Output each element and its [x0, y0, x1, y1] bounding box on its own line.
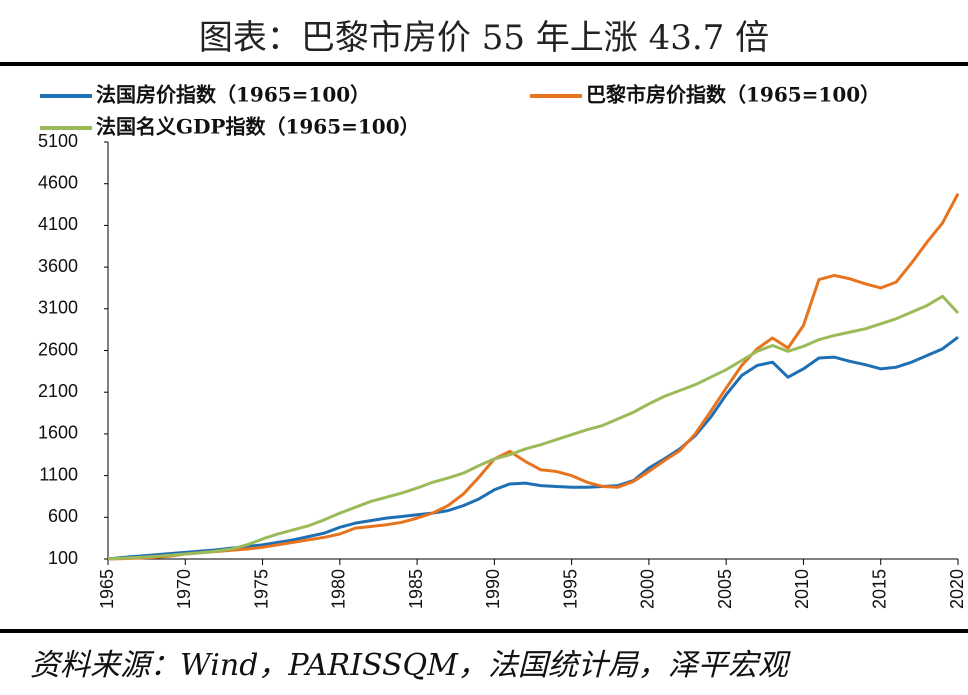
- y-tick-label: 1100: [39, 464, 78, 484]
- y-tick-label: 100: [48, 548, 78, 568]
- x-tick-label: 2015: [869, 569, 889, 609]
- legend-label: 巴黎市房价指数（1965=100）: [586, 83, 880, 107]
- x-tick-label: 1990: [483, 569, 503, 609]
- x-tick-label: 1965: [97, 569, 117, 609]
- x-tick-label: 2010: [792, 569, 812, 609]
- legend-label: 法国名义GDP指数（1965=100）: [96, 115, 420, 139]
- y-tick-label: 1600: [38, 423, 78, 443]
- x-tick-label: 1975: [251, 569, 271, 609]
- x-tick-label: 2005: [715, 569, 735, 609]
- x-tick-label: 1980: [329, 569, 349, 609]
- legend-label: 法国房价指数（1965=100）: [96, 83, 370, 107]
- y-tick-label: 3100: [38, 298, 78, 318]
- series-line: [107, 193, 960, 561]
- x-tick-label: 1985: [406, 569, 426, 609]
- y-tick-label: 3600: [38, 256, 78, 276]
- y-tick-label: 600: [48, 506, 78, 526]
- series-line: [107, 294, 960, 561]
- y-tick-label: 2600: [38, 339, 78, 359]
- source-note: 资料来源：Wind，PARISSQM，法国统计局，泽平宏观: [30, 648, 791, 683]
- y-tick-label: 5100: [38, 131, 78, 151]
- y-tick-label: 4600: [38, 172, 78, 192]
- x-tick-label: 1970: [174, 569, 194, 609]
- series-line: [107, 335, 959, 561]
- chart-title: 图表：巴黎市房价 55 年上涨 43.7 倍: [199, 18, 769, 58]
- x-tick-label: 2020: [947, 569, 967, 609]
- y-tick-label: 2100: [38, 381, 78, 401]
- y-tick-label: 4100: [38, 214, 78, 234]
- x-tick-label: 2000: [638, 569, 658, 609]
- x-tick-label: 1995: [560, 569, 580, 609]
